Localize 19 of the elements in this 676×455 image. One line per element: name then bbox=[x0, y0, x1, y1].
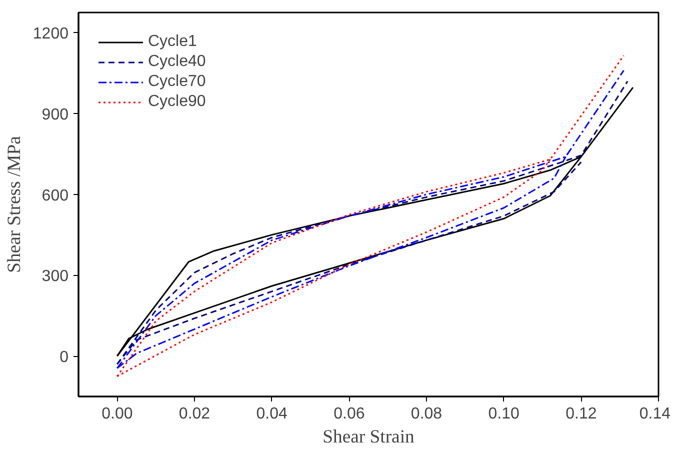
y-tick-label: 300 bbox=[42, 268, 69, 286]
y-tick-label: 600 bbox=[42, 187, 69, 204]
x-tick-label: 0.04 bbox=[256, 406, 288, 422]
x-tick-label: 0.06 bbox=[334, 406, 365, 422]
y-tick-label: 1200 bbox=[32, 26, 69, 43]
legend-label: Cycle90 bbox=[148, 93, 206, 111]
legend-label: Cycle40 bbox=[148, 53, 206, 71]
x-axis-title: Shear Strain bbox=[322, 426, 416, 448]
x-tick-label: 0.12 bbox=[566, 406, 597, 422]
y-axis-title: Shear Stress /MPa bbox=[4, 135, 25, 273]
legend-label: Cycle1 bbox=[148, 33, 197, 51]
x-tick-label: 0.00 bbox=[102, 406, 133, 422]
y-tick-label: 900 bbox=[42, 106, 69, 124]
x-tick-label: 0.10 bbox=[488, 406, 520, 422]
x-tick-label: 0.02 bbox=[178, 406, 210, 422]
x-tick-label: 0.08 bbox=[410, 406, 442, 422]
x-tick-label: 0.14 bbox=[639, 406, 671, 422]
legend-label: Cycle70 bbox=[148, 73, 206, 91]
y-tick-label: 0 bbox=[60, 349, 69, 366]
